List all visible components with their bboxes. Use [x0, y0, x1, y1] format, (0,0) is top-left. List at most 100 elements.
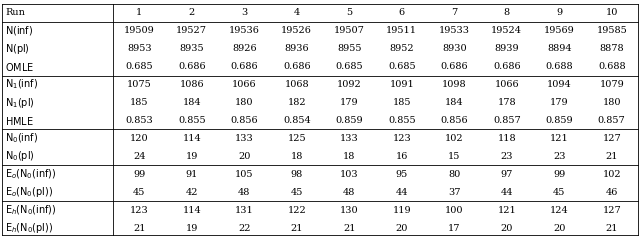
Text: 0.685: 0.685 — [388, 62, 415, 71]
Text: 21: 21 — [343, 223, 355, 232]
Text: 0.855: 0.855 — [388, 116, 415, 125]
Text: 4: 4 — [294, 9, 300, 18]
Text: 8894: 8894 — [547, 44, 572, 53]
Text: 125: 125 — [287, 134, 306, 143]
Text: 19536: 19536 — [229, 26, 260, 35]
Text: 19527: 19527 — [176, 26, 207, 35]
Text: 8930: 8930 — [442, 44, 467, 53]
Text: 1092: 1092 — [337, 80, 362, 89]
Text: 8953: 8953 — [127, 44, 152, 53]
Text: 44: 44 — [396, 188, 408, 197]
Text: 1066: 1066 — [232, 80, 257, 89]
Text: 19509: 19509 — [124, 26, 155, 35]
Text: $\mathrm{N_0(inf)}$: $\mathrm{N_0(inf)}$ — [5, 132, 38, 145]
Text: 19511: 19511 — [387, 26, 417, 35]
Text: 19526: 19526 — [282, 26, 312, 35]
Text: 8936: 8936 — [284, 44, 309, 53]
Text: 16: 16 — [396, 152, 408, 161]
Text: 120: 120 — [130, 134, 148, 143]
Text: $\mathrm{N(inf)}$: $\mathrm{N(inf)}$ — [5, 24, 33, 37]
Text: 80: 80 — [448, 170, 460, 179]
Text: 0.686: 0.686 — [178, 62, 205, 71]
Text: 91: 91 — [186, 170, 198, 179]
Text: 19: 19 — [186, 223, 198, 232]
Text: Run: Run — [5, 9, 25, 18]
Text: 17: 17 — [448, 223, 461, 232]
Text: 20: 20 — [553, 223, 565, 232]
Text: 103: 103 — [340, 170, 358, 179]
Text: 19569: 19569 — [544, 26, 575, 35]
Text: 0.856: 0.856 — [440, 116, 468, 125]
Text: 48: 48 — [343, 188, 355, 197]
Text: 180: 180 — [602, 98, 621, 107]
Text: 119: 119 — [392, 206, 411, 215]
Text: 45: 45 — [133, 188, 145, 197]
Text: 0.686: 0.686 — [440, 62, 468, 71]
Text: 23: 23 — [553, 152, 566, 161]
Text: 6: 6 — [399, 9, 405, 18]
Text: $\mathrm{E}_h\mathrm{(N_0(pl))}$: $\mathrm{E}_h\mathrm{(N_0(pl))}$ — [5, 221, 53, 235]
Text: 1091: 1091 — [389, 80, 414, 89]
Text: 131: 131 — [235, 206, 253, 215]
Text: 184: 184 — [182, 98, 201, 107]
Text: 1098: 1098 — [442, 80, 467, 89]
Text: 19507: 19507 — [334, 26, 365, 35]
Text: 98: 98 — [291, 170, 303, 179]
Text: $\mathrm{HMLE}$: $\mathrm{HMLE}$ — [5, 114, 34, 127]
Text: 18: 18 — [343, 152, 355, 161]
Text: 99: 99 — [553, 170, 565, 179]
Text: 19524: 19524 — [492, 26, 522, 35]
Text: 8935: 8935 — [179, 44, 204, 53]
Text: 114: 114 — [182, 134, 201, 143]
Text: 0.688: 0.688 — [598, 62, 625, 71]
Text: 182: 182 — [287, 98, 306, 107]
Text: 0.859: 0.859 — [545, 116, 573, 125]
Text: 127: 127 — [602, 134, 621, 143]
Text: 8939: 8939 — [495, 44, 519, 53]
Text: 9: 9 — [556, 9, 563, 18]
Text: 180: 180 — [235, 98, 253, 107]
Text: 179: 179 — [340, 98, 358, 107]
Text: 46: 46 — [605, 188, 618, 197]
Text: 0.857: 0.857 — [598, 116, 626, 125]
Text: 19533: 19533 — [439, 26, 470, 35]
Text: 24: 24 — [133, 152, 145, 161]
Text: 121: 121 — [497, 206, 516, 215]
Text: 21: 21 — [605, 223, 618, 232]
Text: 97: 97 — [500, 170, 513, 179]
Text: 21: 21 — [605, 152, 618, 161]
Text: 8926: 8926 — [232, 44, 257, 53]
Text: 118: 118 — [497, 134, 516, 143]
Text: 0.859: 0.859 — [335, 116, 363, 125]
Text: 130: 130 — [340, 206, 358, 215]
Text: 185: 185 — [130, 98, 148, 107]
Text: 1094: 1094 — [547, 80, 572, 89]
Text: 1086: 1086 — [179, 80, 204, 89]
Text: 0.686: 0.686 — [283, 62, 310, 71]
Text: 1066: 1066 — [495, 80, 519, 89]
Text: 18: 18 — [291, 152, 303, 161]
Text: 0.855: 0.855 — [178, 116, 205, 125]
Text: 8955: 8955 — [337, 44, 362, 53]
Text: 15: 15 — [448, 152, 460, 161]
Text: 1: 1 — [136, 9, 142, 18]
Text: 100: 100 — [445, 206, 463, 215]
Text: 19585: 19585 — [596, 26, 627, 35]
Text: $\mathrm{E}_h\mathrm{(N_0(inf))}$: $\mathrm{E}_h\mathrm{(N_0(inf))}$ — [5, 203, 56, 217]
Text: $\mathrm{N(pl)}$: $\mathrm{N(pl)}$ — [5, 42, 30, 56]
Text: 102: 102 — [602, 170, 621, 179]
Text: 8: 8 — [504, 9, 510, 18]
Text: 23: 23 — [500, 152, 513, 161]
Text: 95: 95 — [396, 170, 408, 179]
Text: 21: 21 — [291, 223, 303, 232]
Text: 45: 45 — [291, 188, 303, 197]
Text: $\mathrm{N_1(pl)}$: $\mathrm{N_1(pl)}$ — [5, 96, 35, 109]
Text: 123: 123 — [130, 206, 148, 215]
Text: 19: 19 — [186, 152, 198, 161]
Text: 133: 133 — [235, 134, 253, 143]
Text: 7: 7 — [451, 9, 458, 18]
Text: 10: 10 — [605, 9, 618, 18]
Text: 185: 185 — [392, 98, 411, 107]
Text: 0.688: 0.688 — [545, 62, 573, 71]
Text: 22: 22 — [238, 223, 250, 232]
